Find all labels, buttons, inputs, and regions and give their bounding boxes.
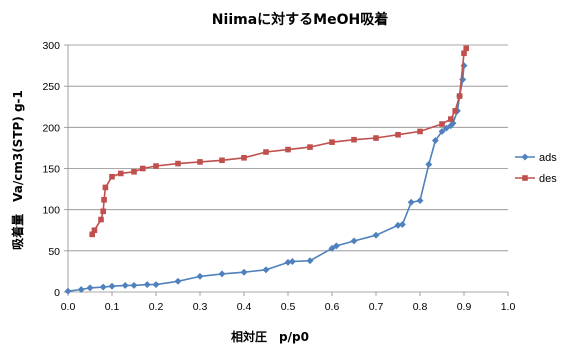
y-tick-label: 100 — [42, 205, 60, 217]
data-point-des — [452, 108, 458, 114]
data-point-des — [285, 146, 291, 153]
data-point-ads — [240, 268, 248, 276]
x-tick-label: 0.5 — [281, 301, 296, 313]
data-point-ads — [438, 127, 446, 136]
data-point-ads — [174, 277, 182, 285]
data-point-ads — [398, 220, 406, 229]
legend-item-des: des — [515, 173, 557, 185]
data-point-ads — [407, 198, 415, 206]
y-tick-label: 200 — [42, 122, 60, 134]
data-point-des — [351, 136, 357, 143]
legend-label: ads — [539, 152, 557, 164]
x-tick-label: 0.6 — [325, 301, 340, 313]
data-point-des — [448, 116, 454, 122]
data-point-des — [175, 160, 181, 167]
data-point-ads — [86, 284, 94, 292]
data-point-ads — [196, 272, 204, 280]
data-point-des — [219, 157, 225, 164]
data-point-des — [102, 184, 109, 191]
data-point-des — [118, 170, 124, 177]
x-tick-label: 0.8 — [413, 301, 428, 313]
data-point-ads — [64, 287, 72, 295]
data-point-des — [140, 165, 146, 172]
y-tick-label: 0 — [54, 287, 60, 299]
data-point-ads — [372, 231, 380, 239]
legend-label: des — [539, 173, 557, 185]
data-point-ads — [328, 244, 336, 252]
x-tick-label: 0.7 — [369, 301, 384, 313]
x-tick-label: 0.2 — [149, 301, 164, 313]
y-tick-label: 300 — [42, 40, 60, 52]
data-point-ads — [121, 281, 129, 289]
data-point-des — [417, 128, 423, 135]
data-point-ads — [332, 242, 340, 250]
data-point-des — [439, 121, 445, 127]
data-point-des — [91, 227, 98, 234]
series-layer — [64, 45, 469, 295]
data-point-des — [463, 45, 469, 52]
legend-swatch-marker — [522, 175, 528, 181]
data-point-ads — [152, 281, 160, 289]
chart-title: Niimaに対するMeOH吸着 — [212, 11, 388, 28]
data-point-ads — [425, 160, 433, 168]
data-point-ads — [288, 257, 296, 266]
data-point-des — [241, 154, 247, 161]
data-point-des — [395, 131, 401, 138]
data-point-ads — [431, 136, 439, 145]
data-point-des — [101, 196, 107, 203]
data-point-des — [153, 163, 159, 169]
y-axis-title: 吸着量 Va/cm3(STP) g-1 — [10, 90, 25, 250]
data-point-ads — [218, 270, 226, 278]
data-point-ads — [262, 266, 270, 274]
data-point-des — [461, 50, 467, 57]
data-point-ads — [350, 237, 358, 245]
legend-swatch-marker — [521, 153, 529, 161]
y-tick-label: 50 — [48, 246, 60, 258]
series-line-ads — [67, 65, 465, 292]
data-point-ads — [306, 257, 314, 265]
data-point-des — [373, 135, 379, 141]
legend: ads des — [515, 152, 557, 185]
data-point-ads — [143, 281, 151, 289]
data-point-des — [98, 216, 104, 223]
legend-item-ads: ads — [515, 152, 557, 164]
data-point-des — [307, 144, 313, 150]
axis-layer: 0 50 100 150 200 250 300 0.0 0.1 0.2 0.3 0.4 0.5 0.6 0… — [42, 40, 515, 313]
x-tick-label: 0.1 — [105, 301, 120, 313]
data-point-des — [89, 231, 95, 238]
data-point-ads — [130, 281, 138, 289]
x-axis-title: 相対圧 p/p0 — [231, 329, 309, 344]
data-point-des — [329, 139, 335, 145]
data-point-des — [131, 168, 137, 175]
data-point-ads — [108, 282, 116, 290]
series-ads — [64, 62, 468, 295]
x-tick-label: 0.3 — [193, 301, 208, 313]
x-tick-label: 0.9 — [457, 301, 472, 313]
x-tick-label: 0.4 — [237, 301, 252, 313]
x-tick-label: 0.0 — [61, 301, 76, 313]
data-point-des — [109, 173, 115, 180]
data-point-des — [456, 93, 463, 99]
data-point-des — [100, 208, 106, 215]
data-point-des — [263, 149, 269, 155]
x-tick-label: 1.0 — [501, 301, 516, 313]
data-point-ads — [99, 283, 107, 291]
series-des — [89, 45, 469, 238]
y-tick-label: 250 — [42, 81, 60, 93]
data-point-ads — [416, 197, 424, 205]
data-point-ads — [77, 285, 85, 294]
y-tick-label: 150 — [42, 164, 60, 176]
data-point-des — [197, 159, 203, 165]
